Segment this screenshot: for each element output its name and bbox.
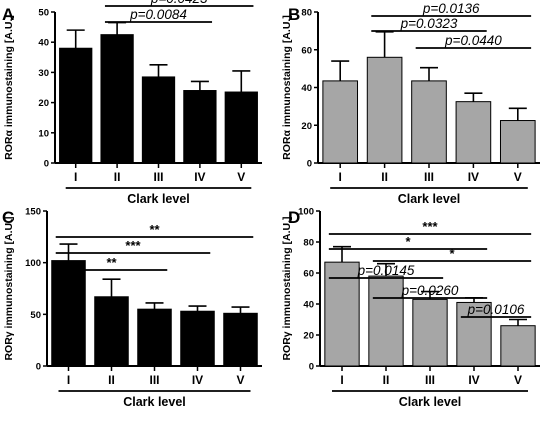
- category-label-II: II: [108, 373, 115, 387]
- bar-II: [94, 296, 129, 367]
- significance-label: ***: [125, 238, 141, 253]
- category-label-I: I: [340, 373, 343, 387]
- category-label-IV: IV: [194, 170, 205, 184]
- x-axis-label: Clark level: [398, 192, 461, 206]
- y-tick-label: 80: [301, 8, 312, 19]
- category-label-I: I: [339, 170, 342, 184]
- y-tick-label: 100: [298, 207, 314, 218]
- category-label-III: III: [153, 170, 163, 184]
- category-label-IV: IV: [468, 170, 479, 184]
- category-label-II: II: [383, 373, 390, 387]
- significance-label: p=0.0423: [150, 0, 208, 6]
- bar-V: [499, 120, 536, 164]
- y-axis-label: RORγ immunostaining [A.U.]: [281, 216, 293, 360]
- category-label-V: V: [236, 373, 244, 387]
- category-label-III: III: [425, 373, 435, 387]
- bar-I: [322, 80, 359, 164]
- category-label-IV: IV: [192, 373, 203, 387]
- bar-II: [366, 56, 403, 164]
- y-tick-label: 80: [303, 238, 314, 249]
- y-axis-label: RORγ immunostaining [A.U.]: [3, 216, 15, 360]
- bar-V: [224, 91, 258, 164]
- significance-label: ***: [422, 219, 438, 234]
- panel-letter: A: [2, 5, 14, 24]
- bar-I: [324, 261, 360, 367]
- y-tick-label: 20: [38, 98, 49, 109]
- bar-V: [500, 325, 536, 367]
- significance-label: p=0.0440: [444, 33, 502, 48]
- category-label-I: I: [74, 170, 77, 184]
- significance-label: p=0.0136: [422, 1, 480, 16]
- y-tick-label: 0: [309, 362, 314, 373]
- bar-IV: [180, 310, 215, 367]
- y-tick-label: 20: [301, 121, 312, 132]
- y-tick-label: 150: [25, 207, 41, 218]
- bar-III: [411, 80, 447, 164]
- bar-II: [368, 275, 404, 367]
- category-label-V: V: [514, 373, 522, 387]
- y-tick-label: 50: [30, 310, 41, 321]
- bar-III: [137, 308, 172, 367]
- y-tick-label: 20: [303, 331, 314, 342]
- y-tick-label: 100: [25, 258, 41, 269]
- panel-letter: D: [288, 208, 300, 227]
- category-label-V: V: [237, 170, 245, 184]
- bar-IV: [183, 90, 217, 164]
- y-tick-label: 30: [38, 68, 49, 79]
- significance-label: p=0.0260: [401, 283, 459, 298]
- bar-II: [100, 34, 134, 164]
- significance-label: p=0.0323: [400, 16, 458, 31]
- y-tick-label: 50: [38, 8, 49, 19]
- significance-label: *: [405, 234, 411, 249]
- y-axis-label: RORα immunostaining [A.U.]: [3, 15, 15, 160]
- category-label-IV: IV: [468, 373, 479, 387]
- y-tick-label: 0: [36, 362, 41, 373]
- bar-IV: [455, 101, 492, 164]
- y-axis-label: RORα immunostaining [A.U.]: [281, 15, 293, 160]
- y-tick-label: 60: [301, 45, 312, 56]
- x-axis-label: Clark level: [123, 395, 186, 409]
- significance-label: **: [149, 222, 160, 237]
- significance-label: **: [106, 255, 117, 270]
- x-axis-label: Clark level: [399, 395, 462, 409]
- category-label-II: II: [381, 170, 388, 184]
- significance-label: *: [449, 246, 455, 261]
- category-label-III: III: [149, 373, 159, 387]
- x-axis-label: Clark level: [127, 192, 190, 206]
- panel-letter: B: [288, 5, 300, 24]
- y-tick-label: 10: [38, 128, 49, 139]
- category-label-III: III: [424, 170, 434, 184]
- y-tick-label: 40: [303, 300, 314, 311]
- panel-letter: C: [2, 208, 14, 227]
- y-tick-label: 40: [38, 38, 49, 49]
- category-label-II: II: [114, 170, 121, 184]
- bar-III: [141, 76, 176, 164]
- bar-III: [412, 298, 448, 367]
- bar-I: [51, 260, 86, 367]
- category-label-I: I: [67, 373, 70, 387]
- significance-label: p=0.0145: [357, 263, 415, 278]
- y-tick-label: 40: [301, 83, 312, 94]
- chart-panel-d: D 0 20 40 60 80 100 RORγ immunostaining [A.U.] I…: [281, 207, 540, 409]
- significance-label: p=0.0084: [129, 7, 187, 22]
- y-tick-label: 0: [44, 159, 49, 170]
- significance-label: p=0.0106: [467, 302, 525, 317]
- bar-I: [59, 47, 93, 164]
- y-tick-label: 0: [307, 159, 312, 170]
- bar-V: [223, 312, 258, 367]
- y-tick-label: 60: [303, 269, 314, 280]
- category-label-V: V: [514, 170, 522, 184]
